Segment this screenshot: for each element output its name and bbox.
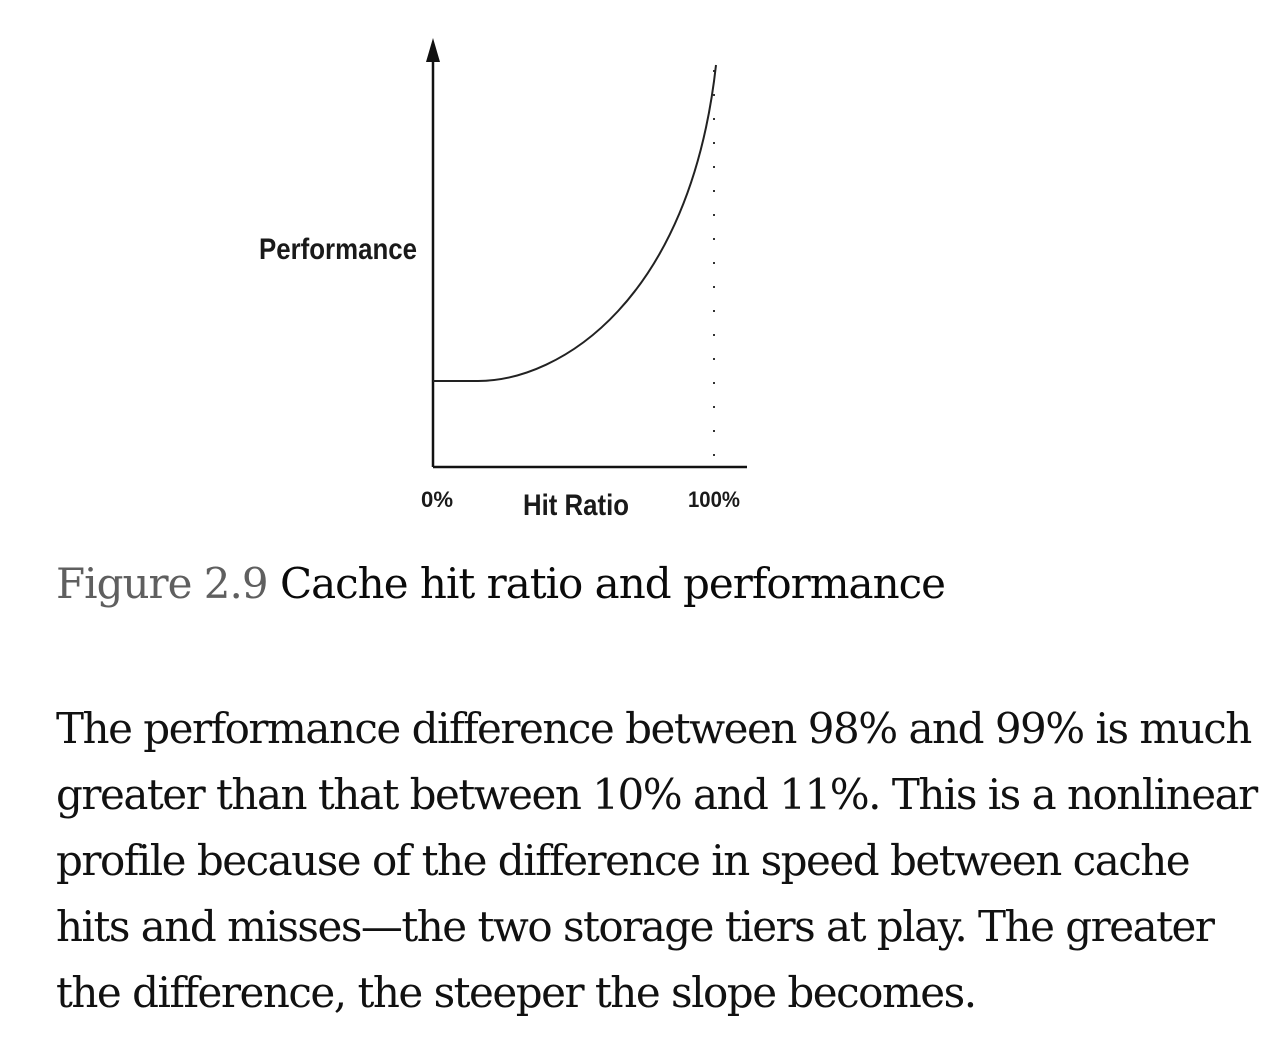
performance-curve bbox=[433, 64, 717, 382]
figure-number: Figure 2.9 bbox=[56, 559, 269, 608]
figure-caption: Figure 2.9 Cache hit ratio and performan… bbox=[56, 556, 946, 612]
x-axis-label: Hit Ratio bbox=[523, 489, 629, 522]
figure-title: Cache hit ratio and performance bbox=[279, 559, 946, 608]
y-axis-label: Performance bbox=[259, 233, 417, 266]
hit-ratio-diagram: Performance 0% Hit Ratio 100% bbox=[259, 38, 747, 522]
y-axis-arrow bbox=[426, 38, 440, 62]
x-start-label: 0% bbox=[421, 487, 453, 512]
figure: Performance 0% Hit Ratio 100% bbox=[259, 38, 747, 522]
x-end-label: 100% bbox=[688, 487, 740, 512]
body-paragraph: The performance difference between 98% a… bbox=[56, 704, 1258, 1017]
